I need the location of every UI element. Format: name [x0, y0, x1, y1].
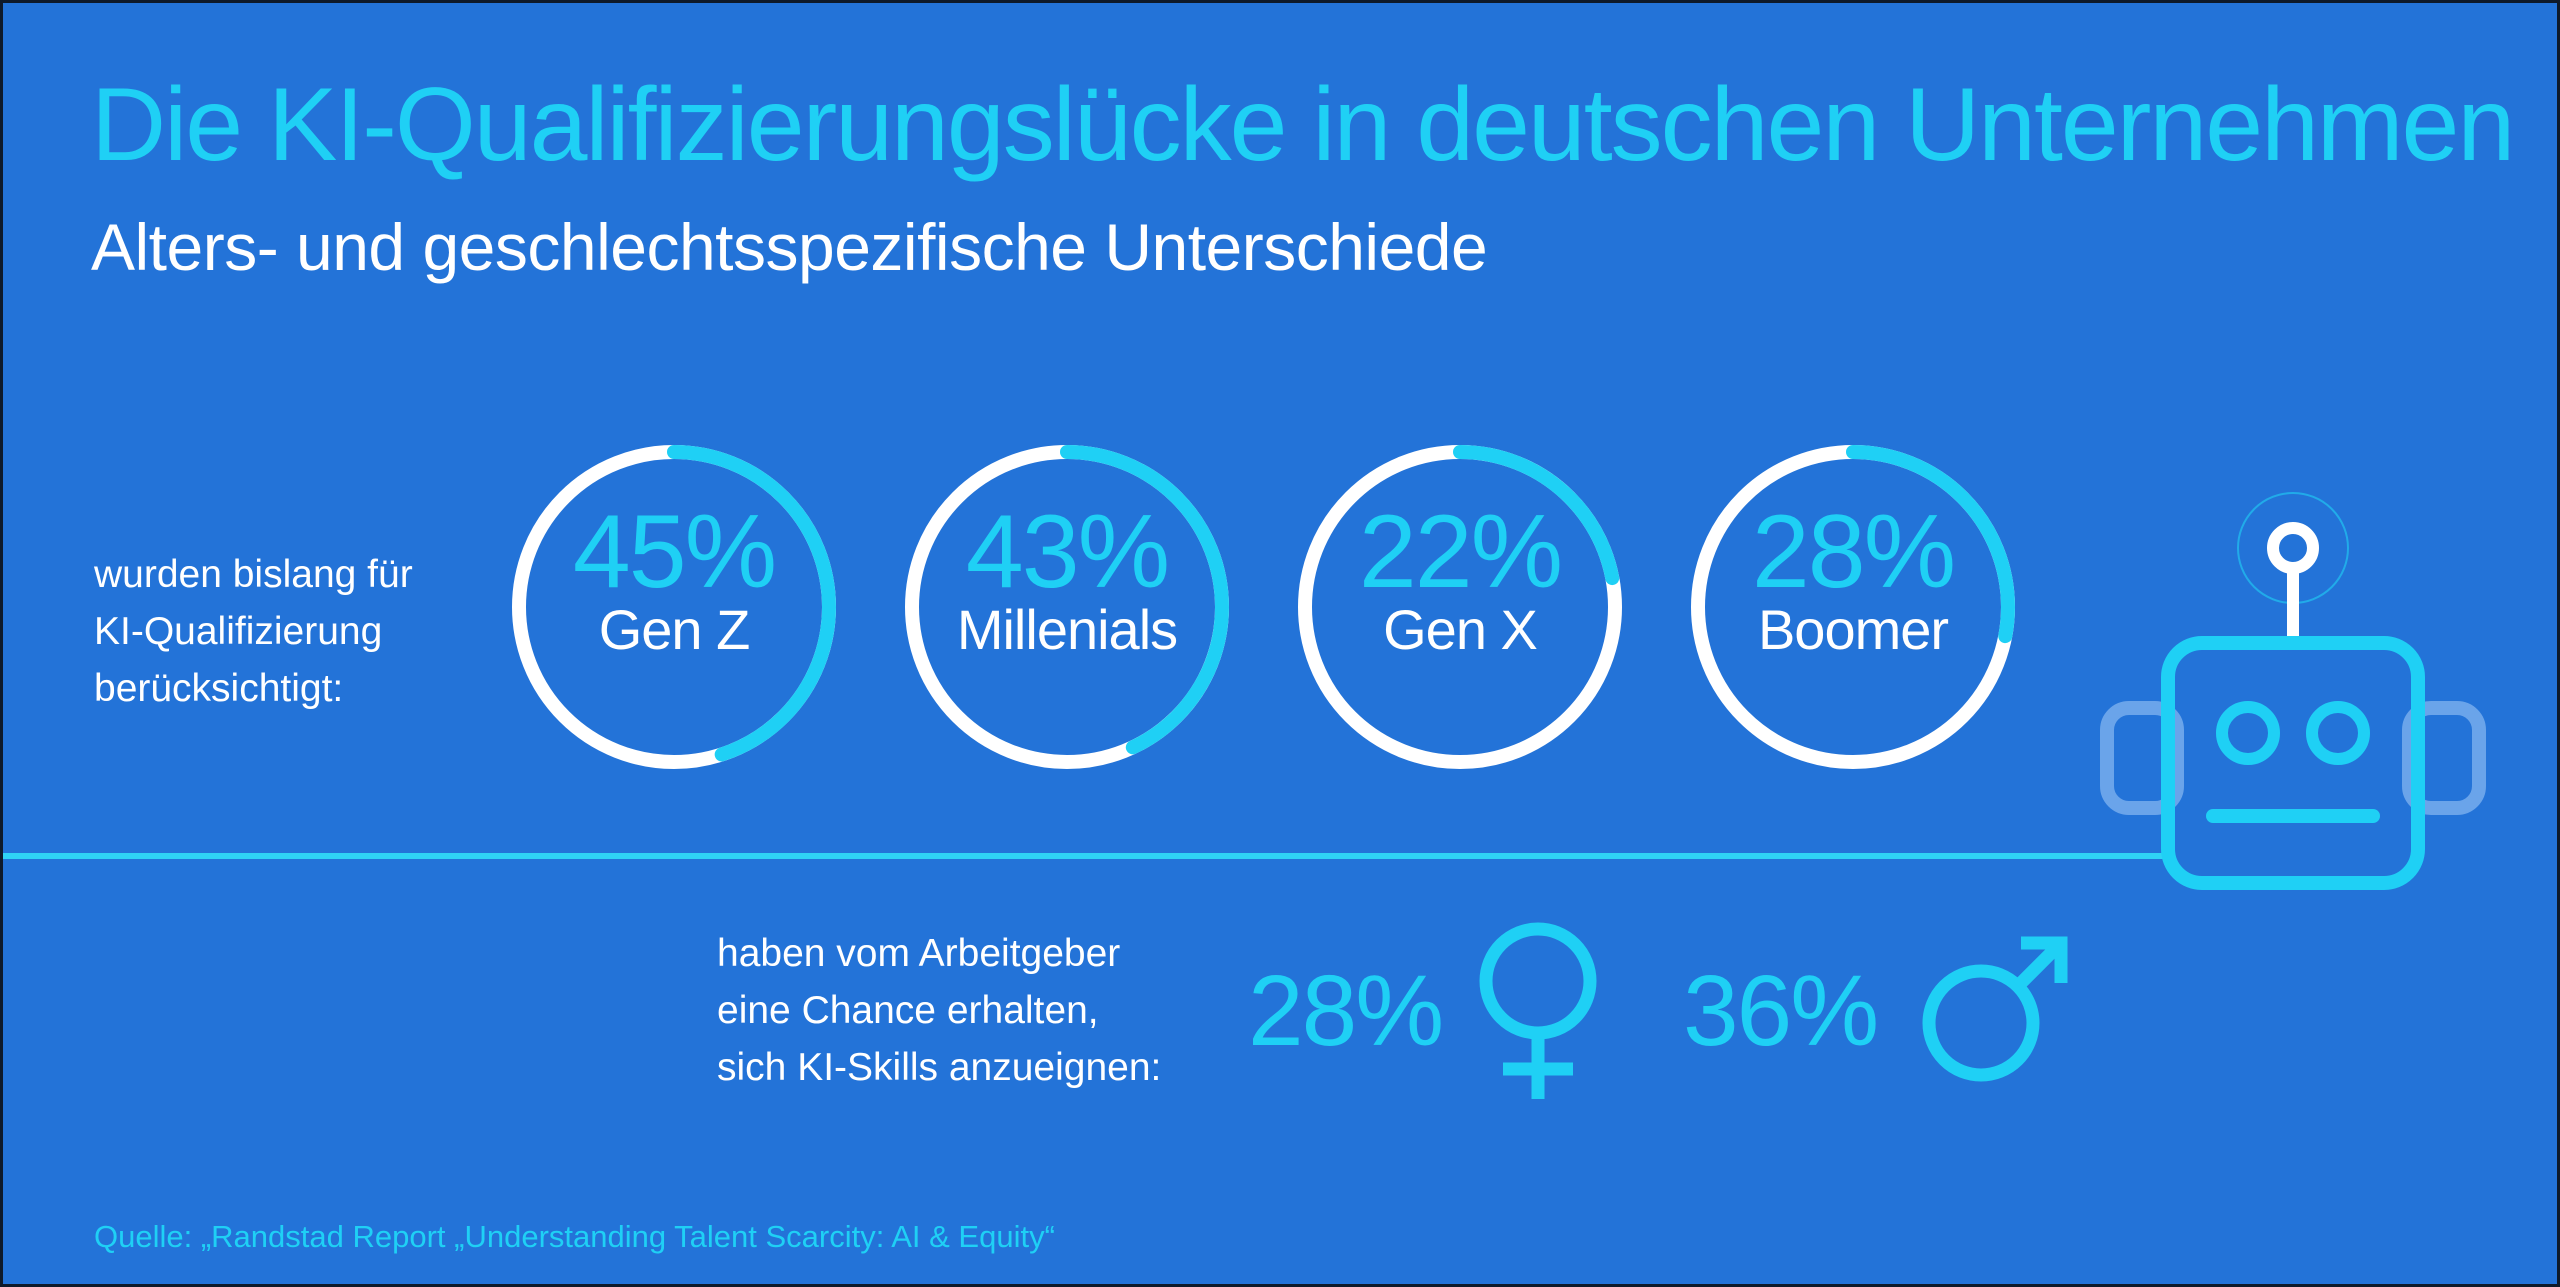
infographic: Die KI-Qualifizierungslücke in deutschen…: [3, 3, 2557, 1284]
donut-ring: [1691, 445, 2015, 769]
age-section-intro: wurden bislang für KI-Qualifizierung ber…: [94, 546, 514, 717]
age-intro-line: KI-Qualifizierung: [94, 610, 383, 653]
gender-intro-line: sich KI-Skills anzueignen:: [717, 1046, 1162, 1089]
donut-boomer: 28% Boomer: [1685, 439, 2021, 775]
donut-gen-x: 22% Gen X: [1292, 439, 1628, 775]
robot-head: [2161, 636, 2425, 890]
gender-intro-line: haben vom Arbeitgeber: [717, 932, 1121, 975]
donut-value-arc: [905, 445, 1229, 769]
robot-right-eye: [2306, 701, 2370, 765]
robot-left-eye: [2216, 701, 2280, 765]
male-symbol-icon: [1922, 936, 2068, 1082]
donut-category-label: Gen X: [1383, 598, 1538, 661]
gender-section-intro: haben vom Arbeitgeber eine Chance erhalt…: [717, 925, 1237, 1096]
donut-percentage-label: 43%: [965, 494, 1170, 610]
donut-value-arc: [1298, 445, 1622, 769]
robot-icon: [2100, 492, 2486, 890]
gender-intro-line: eine Chance erhalten,: [717, 989, 1099, 1032]
donut-value-arc: [1691, 445, 2015, 769]
donut-category-label: Boomer: [1757, 598, 1949, 661]
page-title: Die KI-Qualifizierungslücke in deutschen…: [91, 67, 2515, 183]
male-percentage: 36%: [1683, 955, 1879, 1067]
female-symbol-icon: [1479, 922, 1597, 1099]
donut-ring: [512, 445, 836, 769]
robot-antenna-ball: [2267, 522, 2319, 574]
age-intro-line: berücksichtigt:: [94, 667, 344, 710]
donut-percentage-label: 22%: [1358, 494, 1563, 610]
page-subtitle: Alters- und geschlechtsspezifische Unter…: [91, 210, 1488, 284]
female-percentage: 28%: [1248, 955, 1444, 1067]
donut-gen-z: 45% Gen Z: [506, 439, 842, 775]
donut-percentage-label: 45%: [572, 494, 777, 610]
donut-percentage-label: 28%: [1751, 494, 1956, 610]
age-intro-line: wurden bislang für: [94, 553, 413, 596]
donut-ring: [905, 445, 1229, 769]
donut-category-label: Millenials: [956, 598, 1178, 661]
robot-right-ear: [2402, 701, 2486, 815]
donut-millenials: 43% Millenials: [899, 439, 1235, 775]
donut-ring: [1298, 445, 1622, 769]
robot-left-ear: [2100, 701, 2184, 815]
donut-category-label: Gen Z: [598, 598, 751, 661]
section-divider: [3, 853, 2163, 859]
source-note: Quelle: „Randstad Report „Understanding …: [94, 1219, 1055, 1254]
donut-value-arc: [512, 445, 836, 769]
